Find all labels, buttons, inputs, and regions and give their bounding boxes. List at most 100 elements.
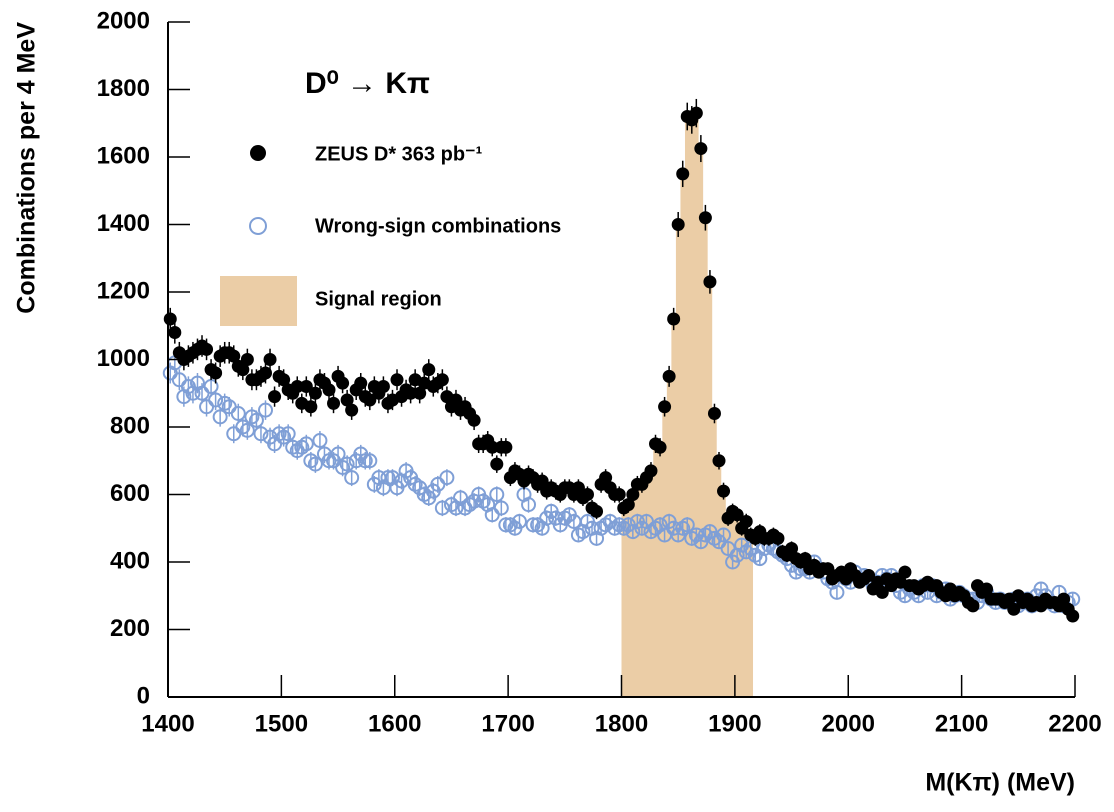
data-point [308, 386, 322, 400]
data-point [407, 476, 423, 492]
data-point [240, 353, 254, 366]
data-point [268, 390, 282, 404]
y-tick-label: 400 [110, 547, 150, 574]
data-point [703, 275, 717, 289]
marks-layer [162, 98, 1081, 623]
data-point [363, 393, 377, 407]
data-point [462, 497, 478, 513]
data-point [235, 419, 251, 435]
data-point [675, 520, 691, 536]
data-point [1007, 602, 1021, 616]
data-point [738, 544, 754, 560]
data-point [798, 552, 812, 566]
data-point [966, 599, 980, 613]
data-point [380, 470, 396, 486]
data-point [200, 342, 214, 356]
legend-label: Signal region [315, 288, 442, 310]
data-point [621, 498, 635, 512]
data-point [489, 487, 505, 502]
data-point [290, 380, 304, 393]
data-point [276, 429, 292, 445]
y-tick-label: 200 [110, 615, 150, 642]
data-point [230, 406, 246, 421]
data-point [590, 504, 604, 518]
data-point [449, 393, 463, 407]
chart-title: D⁰ → Kπ [305, 67, 430, 100]
data-point [340, 393, 354, 407]
signal-region [621, 113, 754, 697]
data-point [490, 457, 504, 471]
data-point [227, 349, 241, 363]
x-tick-label: 1900 [708, 710, 761, 737]
data-point [354, 376, 368, 390]
legend-marker [249, 217, 267, 235]
data-point [1057, 592, 1071, 606]
data-point [684, 530, 700, 546]
data-point [502, 517, 518, 533]
data-point [521, 497, 537, 513]
data-point [248, 412, 264, 428]
y-tick-label: 1600 [97, 142, 150, 169]
data-point [493, 500, 509, 516]
data-point [707, 407, 721, 420]
data-point [771, 531, 785, 545]
data-point [327, 396, 341, 410]
data-point [259, 366, 273, 380]
legend-label: ZEUS D* 363 pb⁻¹ [315, 143, 483, 165]
data-point [525, 517, 541, 533]
data-point [570, 527, 586, 543]
data-point [599, 471, 613, 485]
data-point [263, 353, 277, 366]
data-point [739, 515, 753, 528]
data-point [644, 464, 658, 478]
y-tick-label: 0 [137, 682, 150, 709]
axes-layer: 0 200 400 600 800 1000 1200 1400 1600 1800 2000 140… [97, 7, 1102, 737]
data-point [439, 470, 455, 486]
data-point [485, 440, 499, 454]
x-tick-label: 2000 [822, 710, 875, 737]
data-point [580, 488, 594, 501]
x-tick-label: 1400 [141, 710, 194, 737]
data-point [335, 460, 351, 475]
x-tick-label: 1600 [368, 710, 421, 737]
y-axis-title: Combinations per 4 MeV [13, 22, 41, 314]
data-point [390, 373, 404, 387]
legend-label: Wrong-sign combinations [315, 215, 561, 237]
data-point [303, 453, 319, 469]
data-point [271, 426, 287, 442]
legend-swatch [220, 276, 297, 326]
data-point [535, 474, 549, 488]
data-point [717, 484, 731, 498]
data-point [244, 409, 260, 425]
data-point [821, 562, 835, 576]
data-point [467, 413, 481, 427]
data-point [212, 409, 228, 425]
data-point [898, 565, 912, 579]
data-point [716, 527, 732, 543]
data-point [571, 481, 585, 495]
data-point [706, 530, 722, 546]
data-point [239, 422, 255, 438]
data-point [312, 433, 328, 448]
data-point [422, 363, 436, 377]
data-point [168, 326, 182, 339]
data-point [416, 487, 432, 502]
data-point [607, 520, 623, 536]
data-point [362, 453, 378, 469]
x-tick-label: 1800 [595, 710, 648, 737]
data-point [679, 517, 695, 533]
legend-marker [250, 145, 266, 161]
data-point [304, 400, 318, 414]
data-point [1066, 609, 1080, 623]
data-point [557, 510, 573, 526]
x-tick-label: 1500 [255, 710, 308, 737]
y-tick-label: 1200 [97, 277, 150, 304]
data-point [294, 439, 310, 455]
data-point [258, 402, 274, 418]
data-point [344, 470, 360, 486]
data-point [676, 167, 690, 181]
data-point [653, 440, 667, 454]
y-tick-label: 800 [110, 412, 150, 439]
data-point [662, 369, 676, 383]
